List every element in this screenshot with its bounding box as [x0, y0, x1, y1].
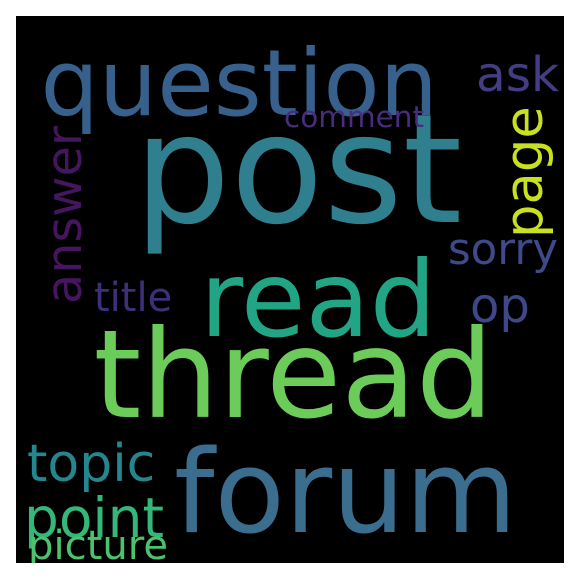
word-op: op: [470, 278, 530, 334]
word-picture: picture: [28, 523, 169, 563]
word-page: page: [493, 106, 555, 238]
word-cloud: post thread question forum read ask comm…: [16, 16, 564, 563]
word-thread: thread: [93, 304, 494, 446]
word-forum: forum: [174, 426, 518, 560]
word-question: question: [40, 30, 438, 137]
word-answer: answer: [34, 125, 93, 304]
word-read: read: [200, 239, 437, 361]
word-ask: ask: [476, 47, 560, 103]
word-topic: topic: [27, 434, 156, 494]
word-point: point: [24, 485, 164, 550]
word-sorry: sorry: [448, 224, 558, 275]
word-title: title: [94, 275, 173, 321]
word-comment: comment: [284, 99, 425, 134]
word-post: post: [134, 81, 463, 258]
